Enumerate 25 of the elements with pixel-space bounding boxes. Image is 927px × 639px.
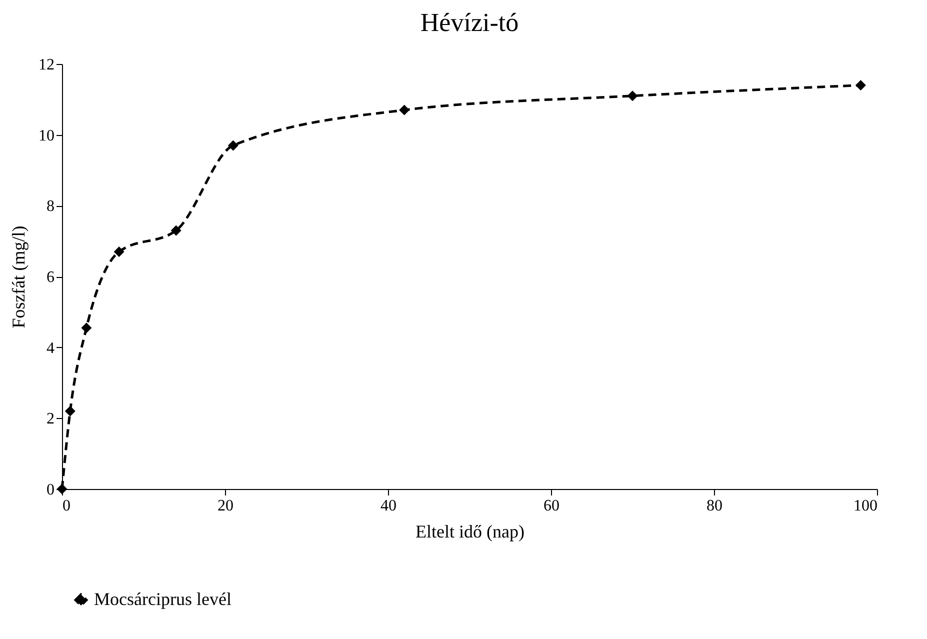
y-tick-label: 6 [46,269,54,286]
point [627,90,638,102]
point [64,406,76,416]
y-tick-label: 12 [38,56,54,74]
y-tick-label: 2 [46,410,54,428]
x-tick-label: 60 [544,498,560,514]
y-tick-label: 10 [38,127,54,144]
legend-label: Mocsárciprus levél [94,589,232,609]
y-tick-label: 8 [46,198,54,216]
point [399,104,410,116]
point [114,246,124,257]
point [855,80,866,90]
x-tick-label: 40 [380,498,396,514]
point [228,140,238,151]
x-tick-label: 0 [62,498,70,514]
chart-title: Hévízi-tó [420,8,519,37]
x-tick-label: 20 [218,498,234,514]
y-tick-label: 4 [46,340,54,357]
y-tick-label: 0 [46,482,54,498]
y-axis-title: Foszfát (mg/l) [8,226,28,328]
x-axis-title: Eltelt idő (nap) [416,522,524,542]
x-tick-label: 80 [706,498,722,514]
x-tick-label: 100 [854,498,878,514]
point [170,225,182,236]
point [81,322,92,334]
